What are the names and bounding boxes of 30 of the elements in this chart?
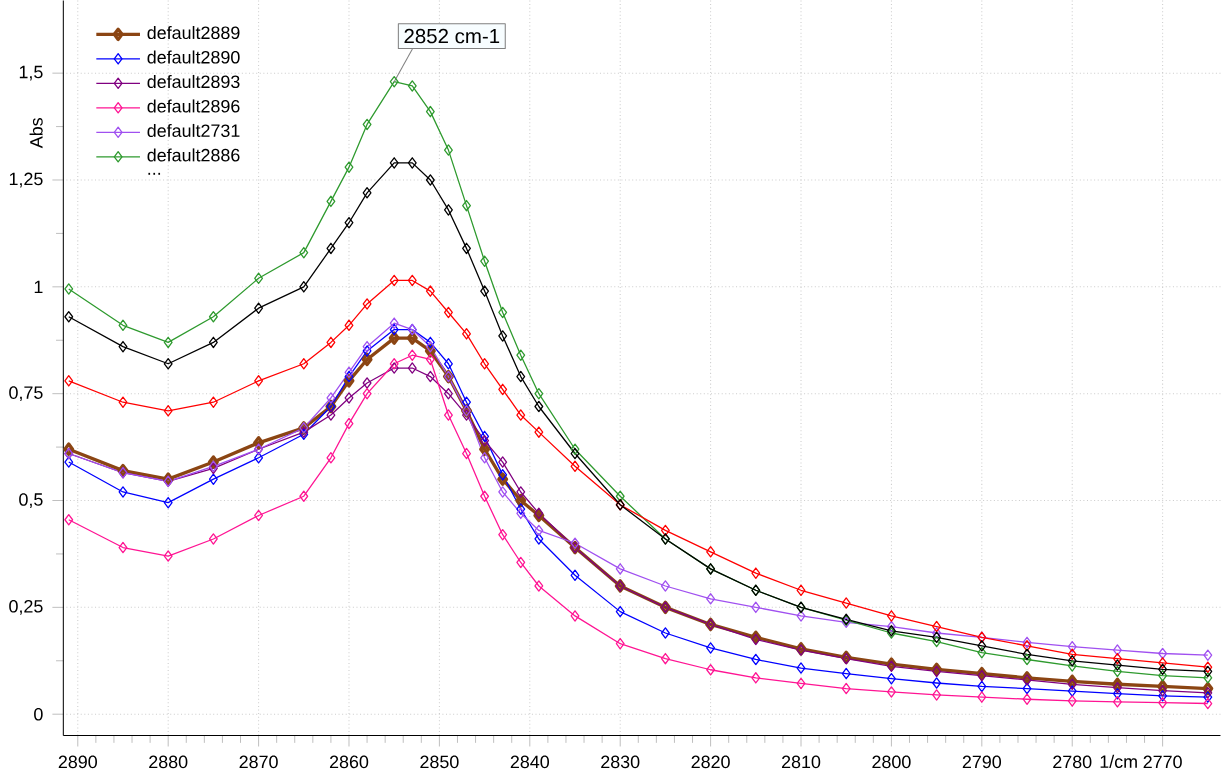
y-tick-label: 0,75 — [9, 386, 43, 402]
annotation: 2852 cm-1 — [404, 28, 500, 44]
x-axis-title: 1/cm — [1100, 754, 1137, 769]
y-axis-title: Abs — [29, 118, 43, 149]
x-tick-label: 2840 — [510, 755, 550, 769]
x-tick-label: 2830 — [601, 755, 640, 769]
x-tick-label: 2880 — [149, 755, 188, 769]
y-tick-label: 0 — [34, 708, 43, 721]
y-tick-label: 0,5 — [19, 493, 43, 509]
x-tick-label: 2780 — [1053, 755, 1092, 769]
x-tick-label: 2820 — [691, 755, 730, 769]
legend-label: default2896 — [147, 99, 240, 113]
x-tick-label: 2850 — [420, 755, 459, 769]
x-tick-label: 2810 — [781, 755, 821, 769]
annotation: ... — [148, 172, 161, 175]
legend-label: default2889 — [147, 26, 240, 40]
x-tick-label: 2800 — [872, 755, 911, 769]
x-tick-label: 2870 — [239, 755, 278, 769]
legend-label: default2890 — [147, 50, 240, 64]
x-tick-label: 2890 — [58, 755, 97, 769]
y-tick-label: 1,25 — [9, 172, 43, 188]
y-tick-label: 0,25 — [9, 600, 43, 615]
legend-label: default2886 — [147, 148, 240, 162]
x-tick-label: 2770 — [1143, 755, 1182, 769]
legend-label: default2893 — [147, 75, 240, 89]
legend-label: default2731 — [147, 124, 240, 138]
x-tick-label: 2860 — [329, 755, 369, 769]
x-tick-label: 2790 — [962, 755, 1002, 769]
y-tick-label: 1,5 — [19, 66, 43, 81]
y-tick-label: 1 — [34, 280, 43, 294]
